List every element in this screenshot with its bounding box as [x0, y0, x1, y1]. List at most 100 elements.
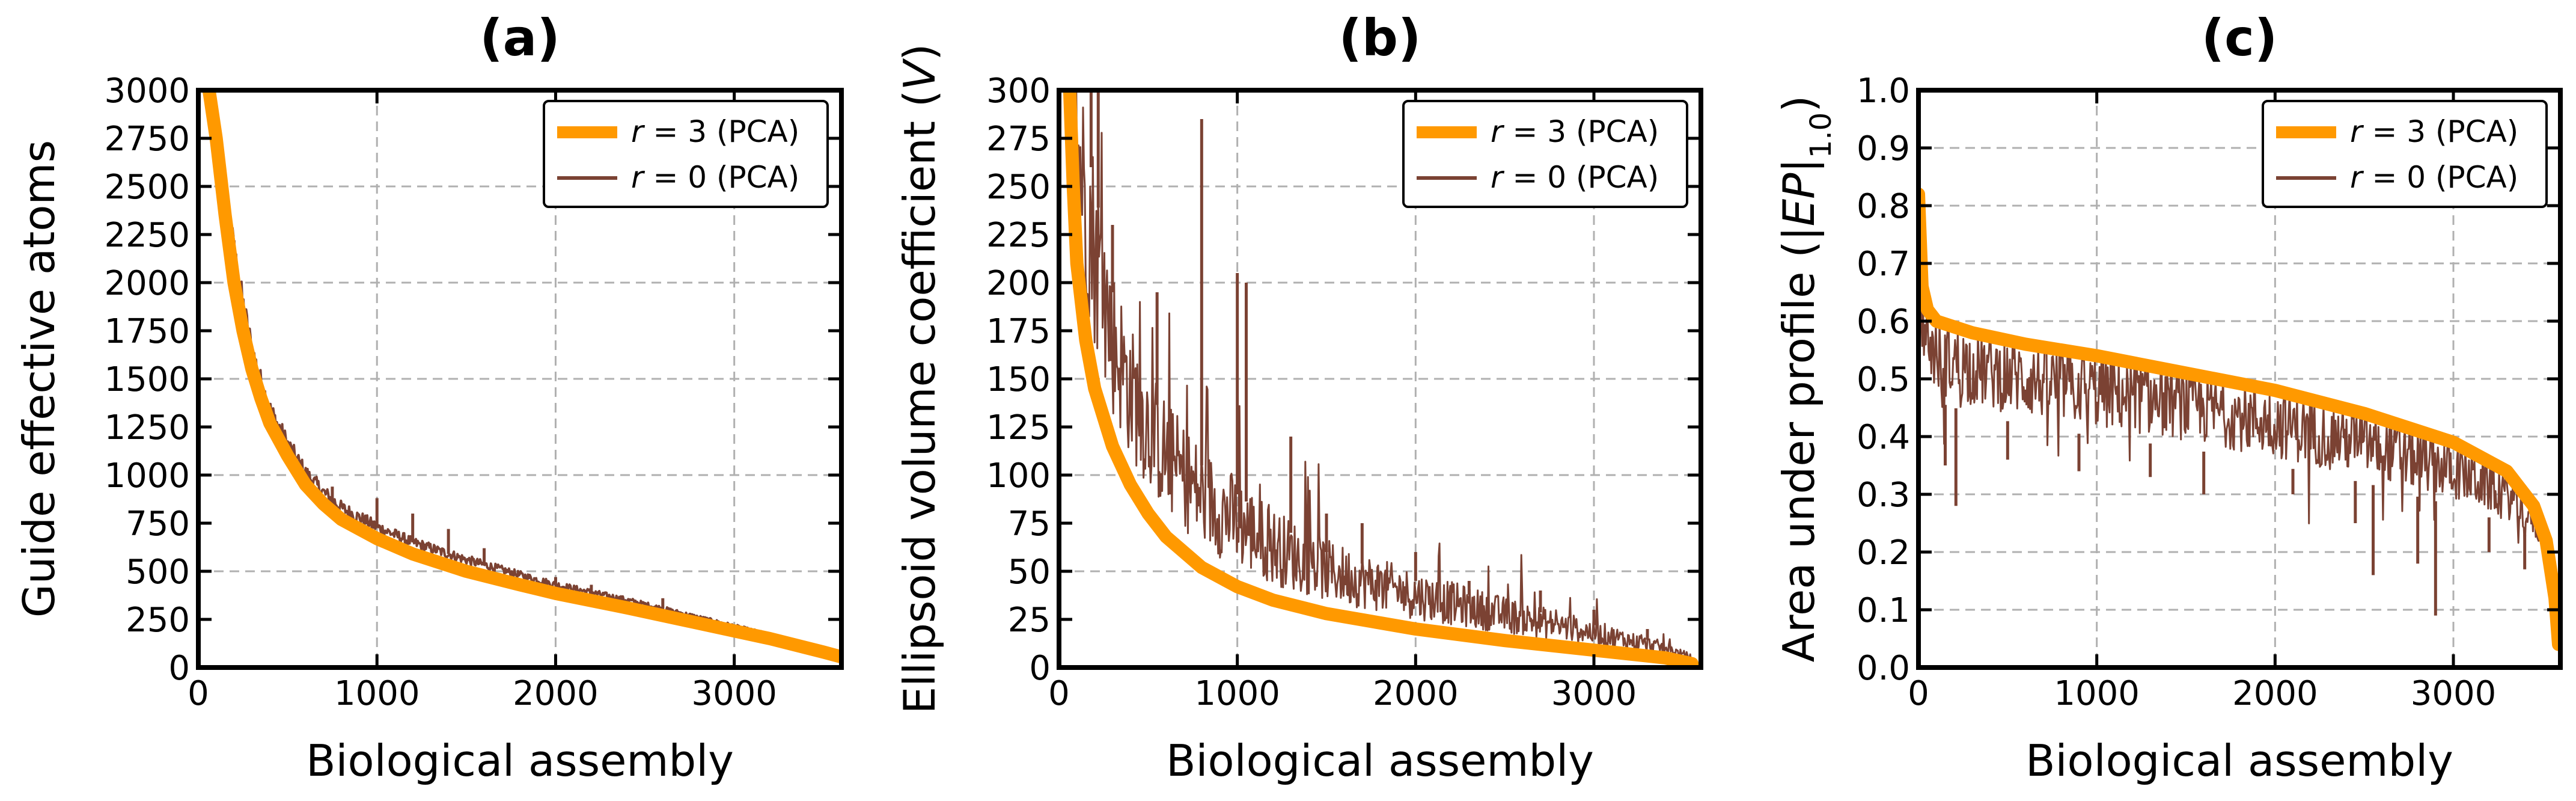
legend-label-r3-b: r = 3 (PCA) — [1491, 114, 1659, 149]
y-tick-label-b-11: 275 — [986, 120, 1051, 159]
legend-var-r0-b: r — [1491, 160, 1505, 195]
series-a — [202, 90, 841, 664]
legend-var-r0-c: r — [2350, 160, 2364, 195]
x-tick-label-a-1: 1000 — [334, 674, 420, 713]
y-tick-label-b-1: 25 — [1008, 601, 1051, 640]
legend-b: r = 3 (PCA) r = 0 (PCA) — [1402, 100, 1688, 208]
x-tick-label-b-1: 1000 — [1194, 674, 1280, 713]
y-tick-label-c-2: 0.2 — [1857, 533, 1910, 572]
panel-title-c: (c) — [2202, 8, 2278, 67]
panel-title-a: (a) — [480, 8, 560, 67]
series-b — [1063, 90, 1699, 668]
panel-b: 0 1000 2000 3000 0 25 50 75 100 125 150 175 200 225 25… — [894, 8, 1703, 786]
y-tick-label-a-12: 3000 — [104, 72, 190, 111]
y-tick-label-b-7: 175 — [986, 312, 1051, 351]
ticks-a: 0 1000 2000 3000 0 250 500 750 1000 1250 1500 1750 2… — [104, 72, 841, 713]
y-tick-label-a-1: 250 — [126, 601, 190, 640]
legend-label-r3-c: r = 3 (PCA) — [2350, 114, 2518, 149]
series-r0-line-c — [1918, 193, 2560, 645]
panel-title-b: (b) — [1339, 8, 1421, 67]
ticks-c: 0 1000 2000 3000 0.0 0.1 0.2 0.3 0.4 0.5 0.6 0.7 0.8… — [1857, 72, 2560, 713]
legend-rest-r0-b: = 0 (PCA) — [1503, 160, 1659, 195]
y-axis-label-prefix-c: Area under profile ( — [1774, 241, 1824, 663]
y-tick-label-a-5: 1250 — [104, 408, 190, 447]
panel-a: 0 1000 2000 3000 0 250 500 750 1000 1250 1500 1750 2… — [14, 8, 844, 786]
y-tick-label-a-9: 2250 — [104, 216, 190, 255]
y-tick-label-b-4: 100 — [986, 456, 1051, 496]
y-axis-label-var-b: V — [894, 58, 945, 90]
y-tick-label-b-10: 250 — [986, 168, 1051, 207]
y-tick-label-a-2: 500 — [126, 553, 190, 592]
legend-c: r = 3 (PCA) r = 0 (PCA) — [2262, 100, 2548, 208]
legend-rest-r0-a: = 0 (PCA) — [644, 160, 800, 195]
legend-rest-r0-c: = 0 (PCA) — [2363, 160, 2519, 195]
legend-label-r0-a: r = 0 (PCA) — [631, 160, 799, 195]
y-tick-label-b-0: 0 — [1029, 649, 1051, 688]
y-tick-label-b-3: 75 — [1008, 505, 1051, 544]
y-tick-label-a-11: 2750 — [104, 120, 190, 159]
y-tick-label-a-10: 2500 — [104, 168, 190, 207]
legend-var-r3-b: r — [1491, 114, 1505, 149]
y-tick-label-a-7: 1750 — [104, 312, 190, 351]
x-tick-label-b-0: 0 — [1048, 674, 1070, 713]
y-axis-label-prefix-b: Ellipsoid volume coefficient ( — [894, 90, 945, 714]
x-axis-label-a: Biological assembly — [306, 735, 734, 786]
y-axis-label-sub-c: 1.0 — [1804, 112, 1838, 158]
y-tick-label-a-4: 1000 — [104, 456, 190, 496]
y-tick-label-b-5: 125 — [986, 408, 1051, 447]
y-tick-label-a-3: 750 — [126, 505, 190, 544]
y-tick-label-c-5: 0.5 — [1857, 360, 1910, 399]
y-axis-label-c: Area under profile (|EP|1.0) — [1774, 96, 1838, 663]
y-tick-label-c-10: 1.0 — [1857, 72, 1910, 111]
x-tick-label-a-0: 0 — [188, 674, 209, 713]
x-tick-label-c-2: 2000 — [2232, 674, 2318, 713]
x-axis-label-c: Biological assembly — [2025, 735, 2453, 786]
x-tick-label-c-1: 1000 — [2054, 674, 2140, 713]
series-r0-line-b — [1069, 90, 1693, 663]
y-axis-label-b: Ellipsoid volume coefficient (V) — [894, 44, 945, 714]
y-axis-label-a: Guide effective atoms — [14, 140, 64, 618]
legend-rest-r3-b: = 3 (PCA) — [1503, 114, 1659, 149]
legend-label-r0-b: r = 0 (PCA) — [1491, 160, 1659, 195]
legend-rest-r3-c: = 3 (PCA) — [2363, 114, 2519, 149]
y-axis-label-suffix-b: ) — [894, 44, 945, 61]
panel-c: 0 1000 2000 3000 0.0 0.1 0.2 0.3 0.4 0.5 0.6 0.7 0.8… — [1774, 8, 2563, 786]
y-tick-label-b-2: 50 — [1008, 553, 1051, 592]
y-tick-label-c-3: 0.3 — [1857, 476, 1910, 515]
x-tick-label-b-3: 3000 — [1551, 674, 1637, 713]
y-tick-label-a-0: 0 — [168, 649, 190, 688]
y-tick-label-b-12: 300 — [986, 72, 1051, 111]
y-tick-label-c-1: 0.1 — [1857, 591, 1910, 630]
x-axis-label-b: Biological assembly — [1166, 735, 1594, 786]
legend-var-r3-a: r — [631, 114, 646, 149]
ticks-b: 0 1000 2000 3000 0 25 50 75 100 125 150 175 200 225 25… — [986, 72, 1701, 713]
series-r3-line-a — [202, 90, 841, 664]
legend-label-r3-a: r = 3 (PCA) — [631, 114, 799, 149]
x-tick-label-c-3: 3000 — [2411, 674, 2497, 713]
y-tick-label-a-8: 2000 — [104, 264, 190, 303]
legend-var-r0-a: r — [631, 160, 646, 195]
y-tick-label-c-7: 0.7 — [1857, 245, 1910, 284]
y-tick-label-b-6: 150 — [986, 360, 1051, 399]
y-axis-label-suffix-c: ) — [1774, 96, 1824, 112]
legend-a: r = 3 (PCA) r = 0 (PCA) — [543, 100, 829, 208]
y-tick-label-b-9: 225 — [986, 216, 1051, 255]
legend-label-r0-c: r = 0 (PCA) — [2350, 160, 2518, 195]
y-tick-label-c-6: 0.6 — [1857, 302, 1910, 342]
y-tick-label-c-4: 0.4 — [1857, 418, 1910, 457]
legend-var-r3-c: r — [2350, 114, 2364, 149]
y-tick-label-c-9: 0.9 — [1857, 129, 1910, 168]
series-r3-line-b — [1063, 90, 1699, 668]
series-r3-line-c — [1918, 187, 2560, 651]
x-tick-label-a-3: 3000 — [691, 674, 777, 713]
x-tick-label-c-0: 0 — [1908, 674, 1929, 713]
y-axis-label-var-c: |EP| — [1774, 158, 1825, 241]
x-tick-label-b-2: 2000 — [1373, 674, 1459, 713]
y-tick-label-c-0: 0.0 — [1857, 649, 1910, 688]
series-c — [1918, 187, 2560, 651]
y-tick-label-c-8: 0.8 — [1857, 187, 1910, 226]
y-tick-label-a-6: 1500 — [104, 360, 190, 399]
legend-rest-r3-a: = 3 (PCA) — [644, 114, 800, 149]
x-tick-label-a-2: 2000 — [513, 674, 599, 713]
